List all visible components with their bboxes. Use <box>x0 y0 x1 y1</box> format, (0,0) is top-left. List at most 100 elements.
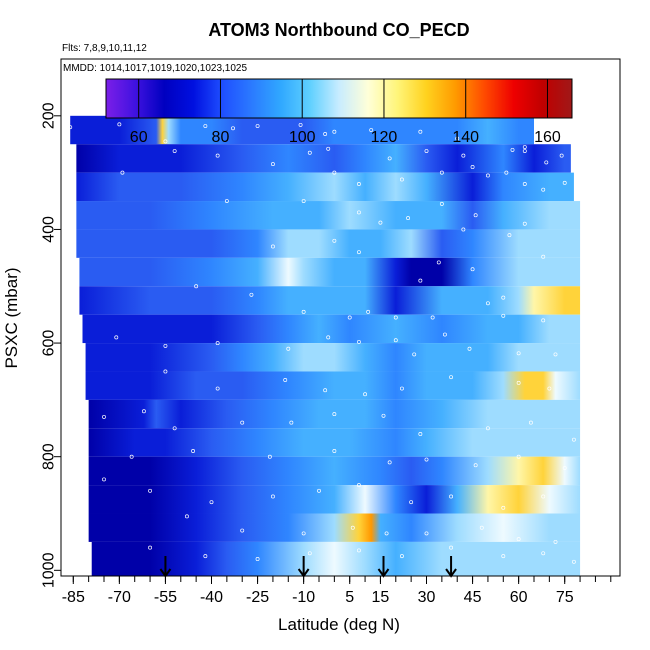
sample-point <box>528 420 533 425</box>
sample-point <box>418 432 423 436</box>
sample-point <box>326 335 331 340</box>
sample-point <box>286 346 291 351</box>
sample-point <box>215 386 220 391</box>
sample-point <box>332 412 337 417</box>
sample-point <box>439 201 444 206</box>
plot-frame <box>60 58 621 577</box>
sample-point <box>203 124 208 128</box>
sample-point <box>473 213 478 218</box>
colorbar-gradient <box>105 78 573 119</box>
x-tick-label: 15 <box>372 589 390 606</box>
sample-point <box>356 548 361 553</box>
dates-subtitle: MMDD: 1014,1017,1019,1020,1023,1025 <box>63 63 247 74</box>
sample-point <box>409 500 414 505</box>
sample-point <box>102 414 106 419</box>
sample-point <box>393 315 398 320</box>
sample-point <box>384 531 389 536</box>
sample-point <box>504 170 509 175</box>
sample-point <box>418 129 423 134</box>
sample-point <box>501 505 506 510</box>
sample-point <box>249 292 254 297</box>
sample-point <box>553 352 558 357</box>
sample-point <box>522 182 527 186</box>
sample-point <box>366 309 371 314</box>
sample-point <box>332 129 337 134</box>
y-tick-label: 400 <box>41 216 58 243</box>
x-tick-label: -10 <box>292 589 315 606</box>
x-tick-label: 75 <box>556 589 574 606</box>
heatmap-band <box>91 541 581 576</box>
sample-point <box>473 463 478 468</box>
sample-point <box>117 122 122 127</box>
sample-point <box>399 554 404 559</box>
sample-point <box>163 139 168 144</box>
sample-point <box>120 170 125 175</box>
sample-point <box>283 378 288 382</box>
sample-point <box>470 267 475 272</box>
sample-point <box>378 220 383 225</box>
sample-point <box>571 559 576 564</box>
sample-point <box>522 145 527 150</box>
sample-point <box>430 315 435 320</box>
sample-point <box>224 199 229 203</box>
sample-point <box>541 254 546 259</box>
sample-point <box>350 525 355 530</box>
sample-point <box>393 338 398 343</box>
heatmap-band <box>76 201 581 230</box>
sample-point <box>102 477 106 482</box>
heatmap-band <box>70 115 534 145</box>
sample-point <box>424 531 429 536</box>
x-tick-label: -70 <box>108 589 131 606</box>
sample-point <box>163 369 168 374</box>
sample-point <box>255 124 260 128</box>
sample-point <box>461 153 466 158</box>
heatmap-band <box>88 456 581 486</box>
sample-point <box>255 557 260 561</box>
sample-point <box>74 551 79 556</box>
heatmap-band <box>76 172 574 202</box>
sample-point <box>470 164 475 169</box>
sample-point <box>418 278 423 283</box>
sample-point <box>439 170 444 175</box>
sample-point <box>381 413 386 418</box>
sample-point <box>455 136 460 141</box>
colorbar-tick-label: 80 <box>212 129 230 146</box>
x-tick-label: 5 <box>345 589 354 606</box>
colorbar: 60 80 100 120 140 160 <box>105 78 573 146</box>
flights-subtitle: Flts: 7,8,9,10,11,12 <box>62 43 147 54</box>
x-tick-label: -55 <box>154 589 177 606</box>
sample-point <box>406 216 411 221</box>
sample-point <box>163 343 168 348</box>
sample-point <box>547 386 552 391</box>
colorbar-tick-label: 100 <box>289 129 316 146</box>
sample-point <box>479 525 484 530</box>
sample-point <box>191 449 196 453</box>
colorbar-tick-label: 140 <box>452 129 479 146</box>
x-axis: -85 -70 -55 -40 -25 -10 5 15 30 45 60 75 <box>62 576 612 606</box>
sample-point <box>203 554 208 559</box>
sample-point <box>68 125 73 130</box>
heatmap-band <box>85 371 581 400</box>
sample-point <box>501 313 506 318</box>
x-axis-label: Latitude (deg N) <box>278 615 400 634</box>
sample-point <box>449 375 454 380</box>
sample-point <box>363 392 368 397</box>
sample-point <box>231 126 235 131</box>
heatmap-band <box>88 485 581 514</box>
sample-point <box>356 339 361 344</box>
sample-point <box>449 545 454 550</box>
sample-point <box>501 554 506 559</box>
sample-point <box>510 147 515 152</box>
heatmap-band <box>88 428 581 457</box>
colorbar-tick-label: 160 <box>534 129 561 146</box>
sample-point <box>301 199 306 203</box>
sample-point <box>436 260 441 265</box>
sample-point <box>129 454 134 459</box>
sample-point <box>424 457 429 462</box>
x-tick-label: 30 <box>418 589 436 606</box>
sample-point <box>347 315 352 320</box>
sample-point <box>541 494 546 499</box>
sample-point <box>270 244 275 249</box>
sample-point <box>270 162 275 167</box>
